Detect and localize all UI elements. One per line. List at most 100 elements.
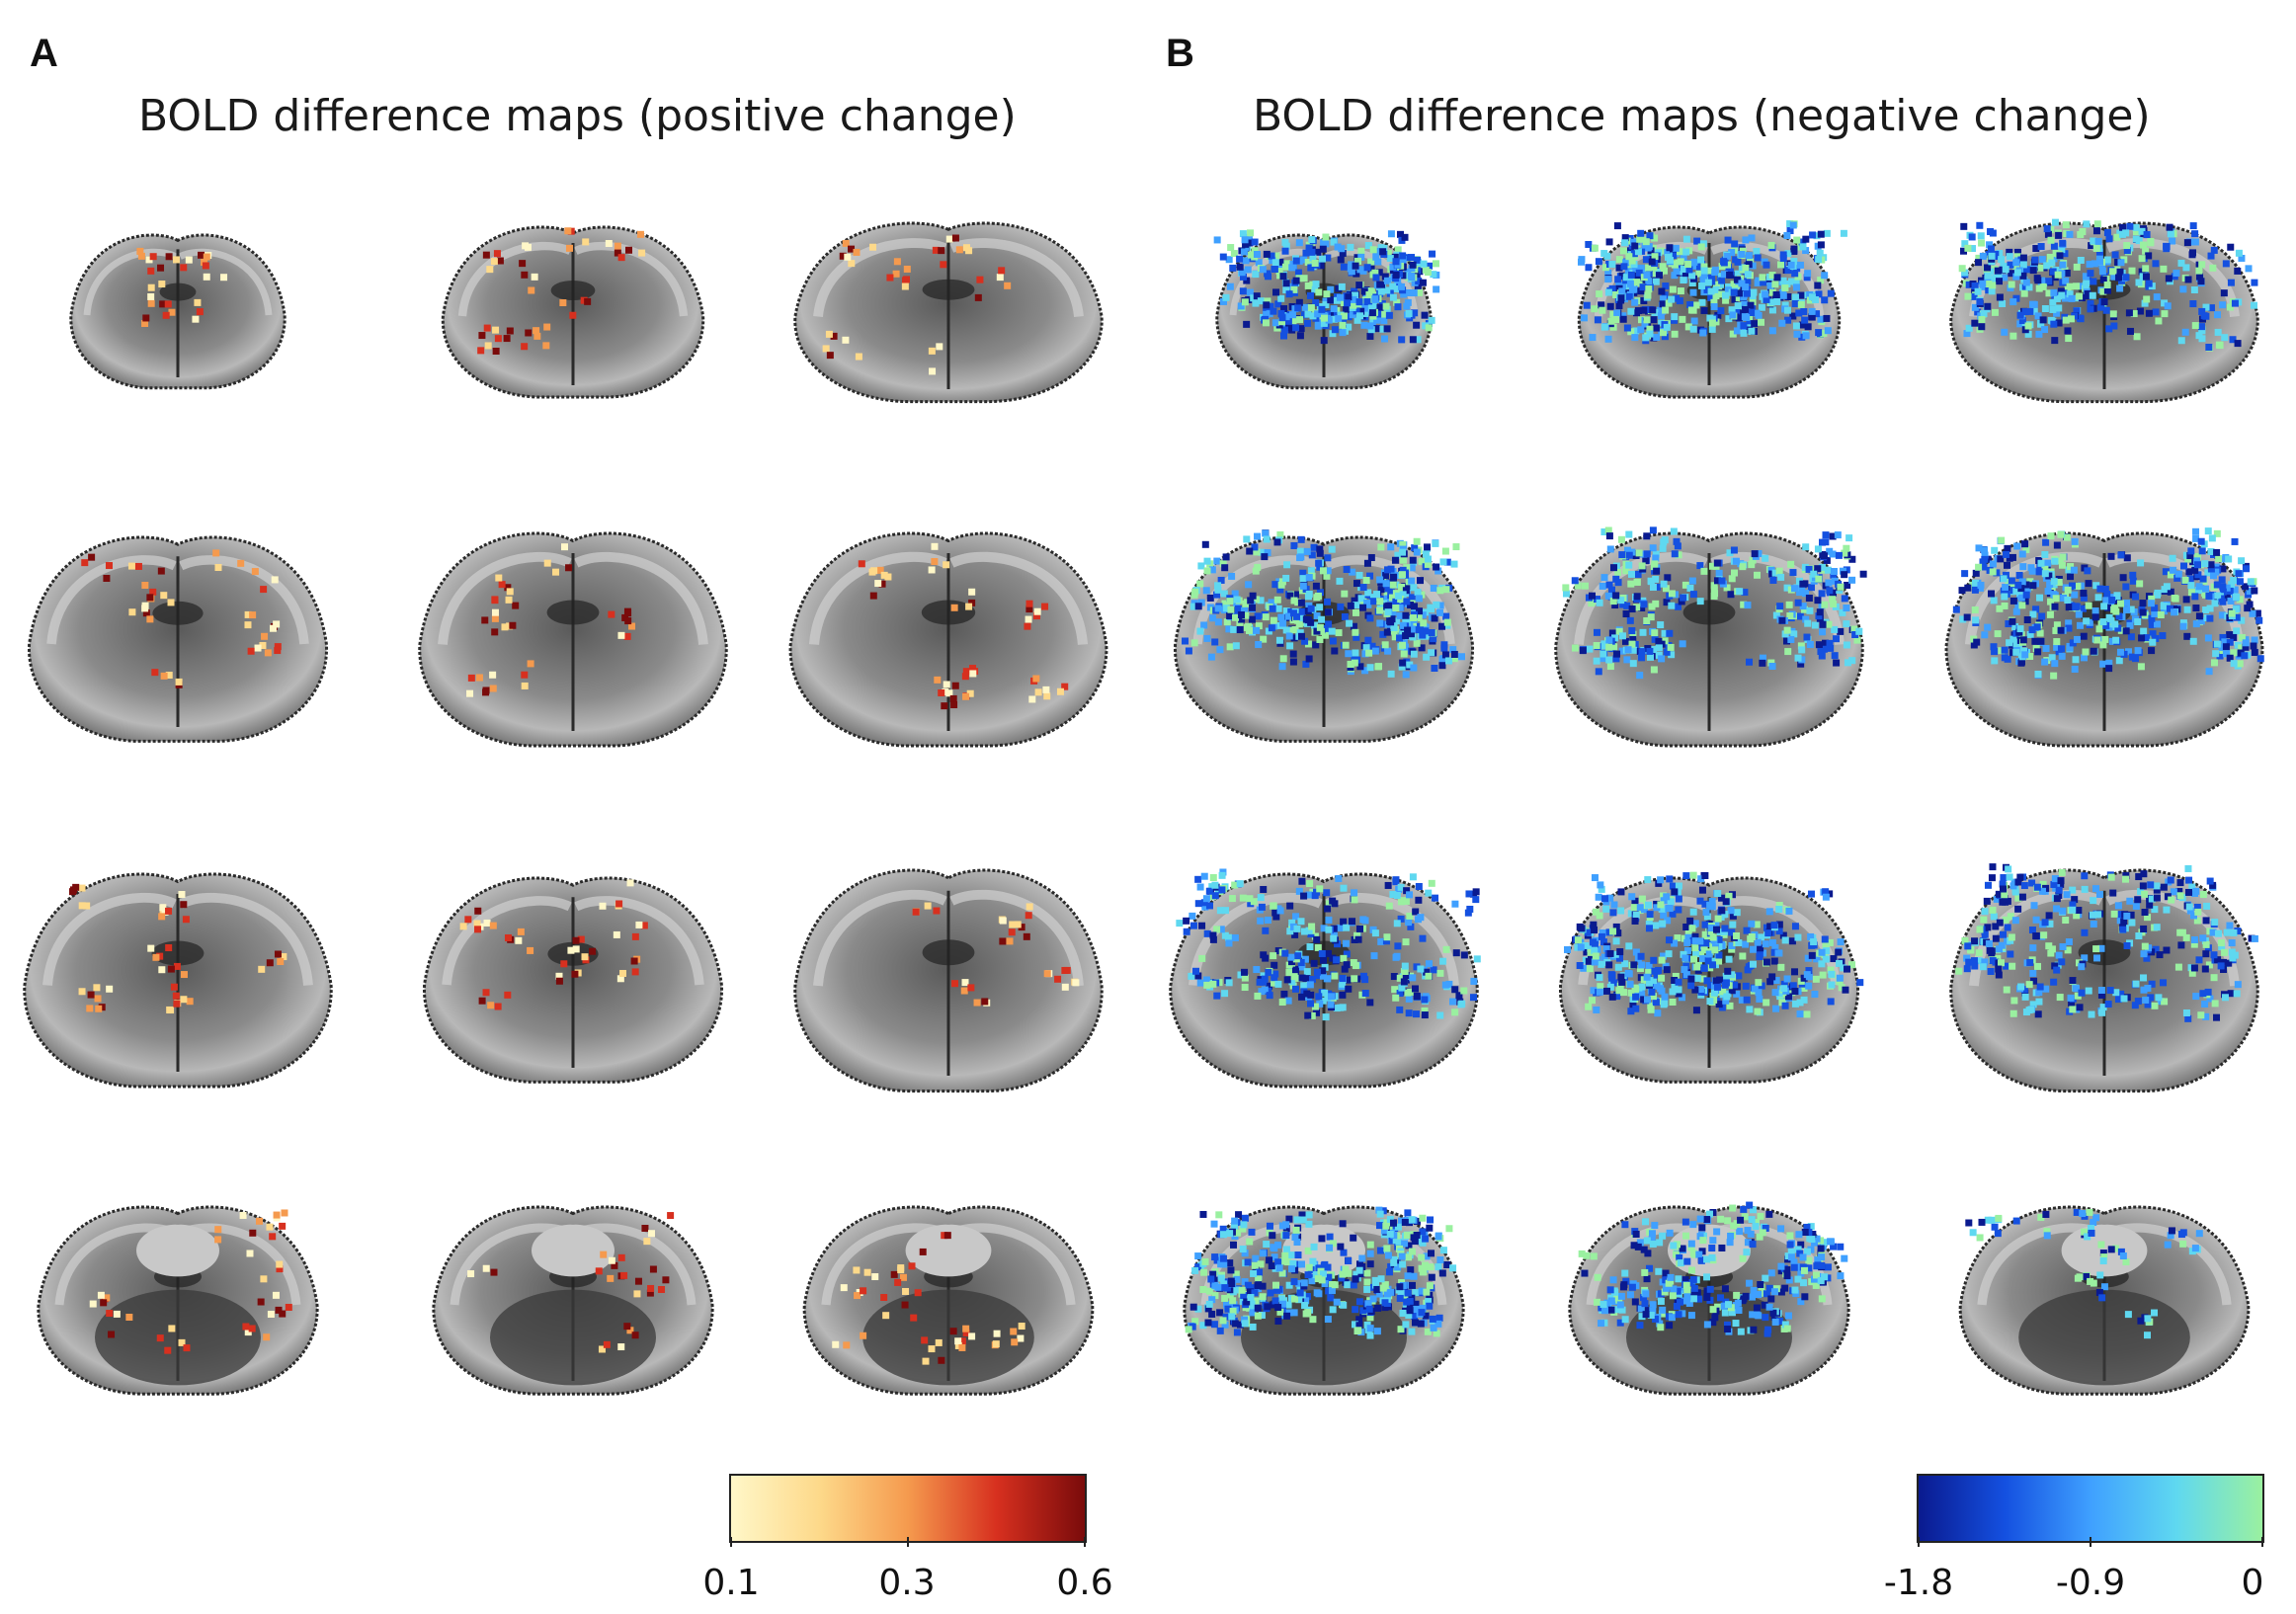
activation-voxel — [1680, 594, 1687, 602]
activation-voxel — [1289, 317, 1297, 325]
activation-voxel — [1818, 590, 1826, 598]
activation-voxel — [1643, 616, 1651, 624]
activation-voxel — [1211, 638, 1219, 646]
activation-voxel — [1698, 886, 1706, 894]
activation-voxel — [1614, 963, 1622, 971]
activation-voxel — [1615, 282, 1623, 289]
activation-voxel — [149, 588, 157, 596]
activation-voxel — [2221, 334, 2229, 342]
activation-voxel — [1742, 283, 1750, 291]
activation-voxel — [1208, 566, 1216, 574]
activation-voxel — [2202, 312, 2210, 320]
activation-voxel — [1006, 937, 1014, 945]
activation-voxel — [486, 266, 494, 274]
activation-voxel — [2169, 554, 2176, 562]
activation-voxel — [1371, 929, 1379, 937]
activation-voxel — [1319, 567, 1327, 575]
activation-voxel — [165, 672, 173, 680]
activation-voxel — [1706, 998, 1714, 1006]
activation-voxel — [1270, 1301, 1277, 1309]
activation-voxel — [2095, 254, 2103, 262]
activation-voxel — [1714, 311, 1722, 319]
activation-voxel — [2064, 596, 2072, 604]
activation-voxel — [1591, 958, 1599, 966]
activation-voxel — [2148, 948, 2156, 956]
activation-voxel — [2148, 980, 2156, 988]
activation-voxel — [1814, 597, 1822, 605]
activation-voxel — [1343, 565, 1351, 573]
activation-voxel — [1405, 1242, 1413, 1250]
activation-voxel — [1276, 586, 1284, 594]
activation-voxel — [1688, 272, 1696, 280]
activation-voxel — [1802, 543, 1810, 551]
activation-voxel — [2027, 1006, 2035, 1013]
activation-voxel — [89, 1300, 97, 1308]
activation-voxel — [2125, 309, 2133, 317]
activation-voxel — [1643, 532, 1651, 540]
activation-voxel — [2205, 343, 2213, 351]
activation-voxel — [1758, 303, 1765, 311]
activation-voxel — [1285, 290, 1293, 298]
activation-voxel — [1711, 946, 1719, 954]
activation-voxel — [1652, 999, 1660, 1007]
activation-voxel — [1676, 297, 1683, 305]
activation-voxel — [1341, 590, 1349, 598]
activation-voxel — [1649, 526, 1657, 534]
activation-voxel — [1589, 334, 1597, 342]
activation-voxel — [924, 902, 932, 910]
activation-voxel — [2018, 550, 2026, 558]
activation-voxel — [1735, 294, 1743, 302]
activation-voxel — [1974, 308, 1982, 316]
activation-voxel — [2161, 299, 2169, 307]
activation-voxel — [1856, 979, 1864, 987]
activation-voxel — [1707, 267, 1715, 275]
activation-voxel — [955, 246, 963, 254]
activation-voxel — [1278, 1300, 1286, 1308]
activation-voxel — [1325, 926, 1333, 933]
activation-voxel — [2032, 932, 2040, 940]
activation-voxel — [1223, 1300, 1231, 1308]
activation-voxel — [1189, 603, 1197, 610]
activation-voxel — [2057, 877, 2065, 885]
activation-voxel — [1359, 916, 1367, 924]
activation-voxel — [141, 319, 149, 327]
activation-voxel — [1316, 885, 1324, 893]
activation-voxel — [2199, 575, 2207, 583]
activation-voxel — [1971, 937, 1979, 945]
activation-voxel — [1812, 295, 1820, 303]
activation-voxel — [2022, 1009, 2030, 1016]
activation-voxel — [1681, 954, 1689, 962]
activation-voxel — [2234, 928, 2242, 935]
activation-voxel — [1805, 595, 1813, 603]
activation-voxel — [2051, 337, 2059, 345]
activation-voxel — [2006, 248, 2013, 256]
activation-voxel — [2232, 605, 2240, 613]
activation-voxel — [2052, 905, 2060, 913]
activation-voxel — [2050, 978, 2058, 986]
activation-voxel — [1220, 297, 1228, 305]
activation-voxel — [2041, 550, 2049, 558]
activation-voxel — [2099, 660, 2107, 668]
activation-voxel — [2008, 270, 2015, 278]
activation-voxel — [2049, 298, 2057, 306]
activation-voxel — [1622, 259, 1630, 267]
activation-voxel — [566, 244, 574, 252]
activation-voxel — [2177, 941, 2185, 949]
activation-voxel — [1373, 325, 1381, 333]
activation-voxel — [1291, 930, 1299, 938]
activation-voxel — [1650, 956, 1658, 964]
activation-voxel — [1367, 287, 1375, 295]
activation-voxel — [1377, 543, 1385, 551]
activation-voxel — [1661, 993, 1669, 1001]
activation-voxel — [2116, 600, 2124, 607]
activation-voxel — [1970, 957, 1978, 965]
activation-voxel — [2134, 618, 2142, 626]
activation-voxel — [2189, 300, 2197, 308]
activation-voxel — [1355, 1298, 1363, 1306]
activation-voxel — [202, 262, 209, 270]
activation-voxel — [1609, 598, 1617, 605]
activation-voxel — [2019, 254, 2027, 262]
activation-voxel — [2187, 582, 2195, 590]
activation-voxel — [1369, 598, 1377, 605]
activation-voxel — [214, 1236, 222, 1244]
